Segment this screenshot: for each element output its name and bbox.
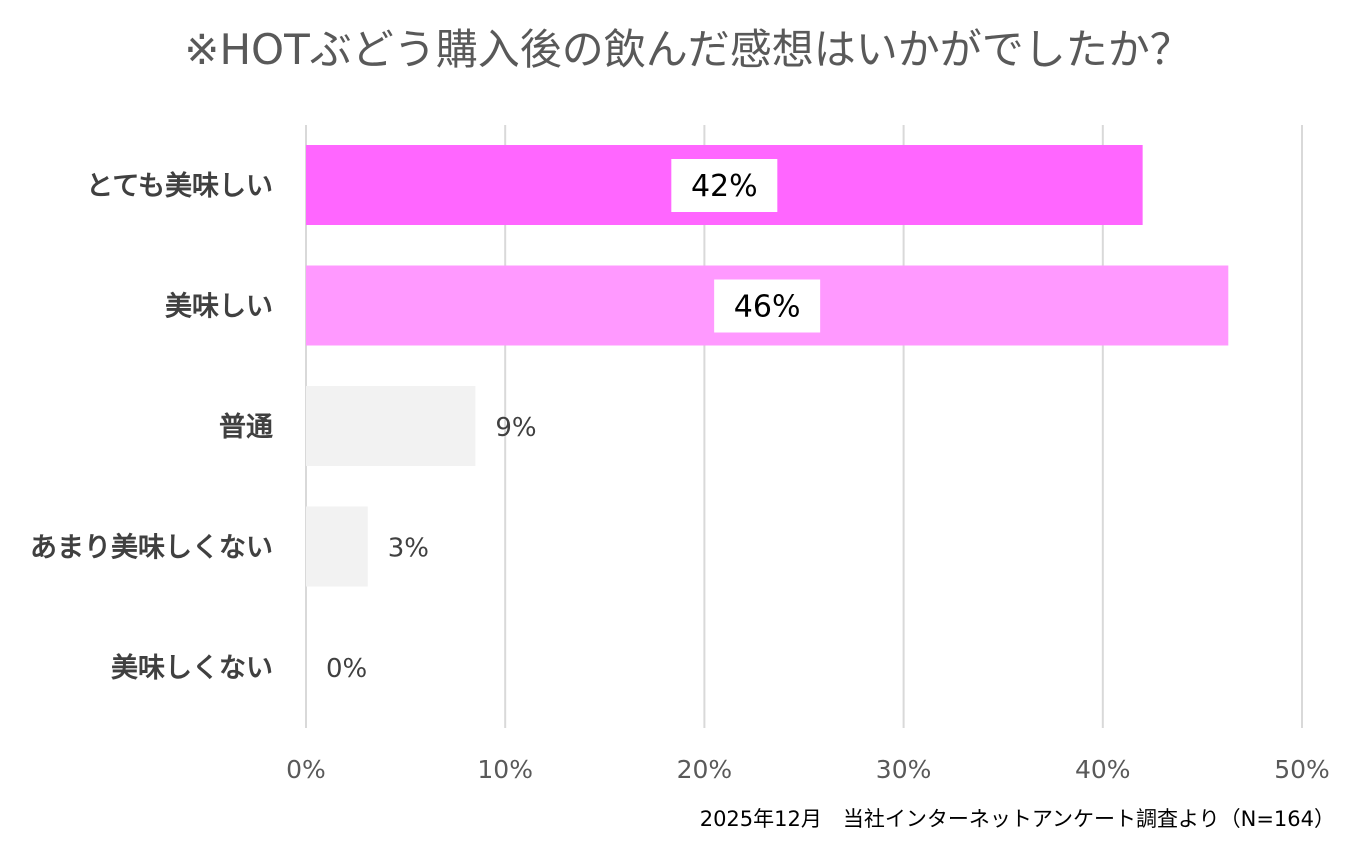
x-tick-label: 0%	[286, 755, 326, 784]
data-label: 42%	[691, 169, 758, 204]
x-tick-label: 10%	[477, 755, 533, 784]
data-label: 3%	[388, 534, 429, 564]
gridlines	[305, 125, 1303, 728]
bars	[306, 145, 1229, 587]
data-label: 0%	[326, 654, 367, 684]
data-label-box	[714, 279, 821, 333]
category-label: 美味しくない	[111, 652, 273, 684]
data-label: 46%	[734, 290, 801, 325]
chart-title: ※HOTぶどう購入後の飲んだ感想はいかがでしたか？	[184, 25, 1192, 74]
data-label: 9%	[495, 413, 536, 443]
x-tick-label: 20%	[677, 755, 733, 784]
source-note: 2025年12月 当社インターネットアンケート調査より（N=164）	[700, 807, 1335, 831]
category-label: とても美味しい	[86, 170, 273, 202]
category-label: 美味しい	[165, 291, 273, 323]
data-labels: 42% 46% 9% 3% 0%	[326, 159, 821, 684]
x-tick-label: 30%	[876, 755, 932, 784]
category-label: 普通	[219, 411, 273, 443]
category-label: あまり美味しくない	[30, 532, 273, 564]
bar	[306, 386, 476, 466]
bar	[306, 506, 368, 587]
x-tick-label: 50%	[1274, 755, 1330, 784]
x-tick-label: 40%	[1075, 755, 1131, 784]
x-axis-ticks: 0% 10% 20% 30% 40% 50%	[286, 755, 1330, 784]
data-label-box	[671, 159, 778, 212]
